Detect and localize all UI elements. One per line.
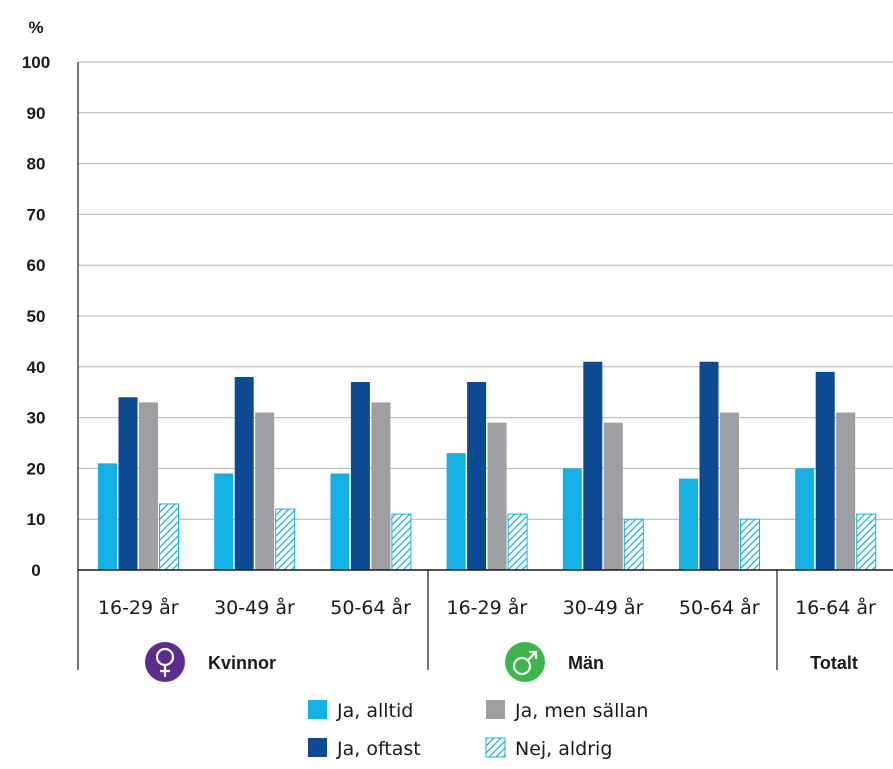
category-label: 16-29 år bbox=[98, 596, 179, 619]
category-label: 16-64 år bbox=[795, 596, 876, 619]
bar bbox=[740, 518, 760, 571]
bar bbox=[98, 463, 117, 570]
legend: Ja, alltid Ja, oftast Ja, men sällan Nej, a… bbox=[308, 700, 648, 760]
bar bbox=[467, 382, 487, 570]
y-tick-label: 40 bbox=[27, 358, 46, 377]
bar bbox=[330, 473, 350, 570]
group-label: Män bbox=[568, 653, 604, 673]
bar bbox=[159, 503, 179, 571]
group-label: Kvinnor bbox=[208, 653, 276, 673]
y-tick-label: 0 bbox=[31, 561, 40, 580]
category-label: 30-49 år bbox=[563, 596, 644, 619]
y-tick-label: 10 bbox=[27, 510, 46, 529]
category-label: 50-64 år bbox=[679, 596, 760, 619]
bar bbox=[234, 376, 254, 570]
bar bbox=[507, 513, 528, 571]
y-tick-label: 90 bbox=[27, 104, 46, 123]
bar bbox=[836, 412, 856, 570]
icon-background bbox=[145, 642, 185, 682]
bar bbox=[815, 371, 835, 570]
female-symbol-icon bbox=[145, 642, 185, 682]
y-axis-unit: % bbox=[28, 18, 43, 37]
bar bbox=[795, 468, 815, 570]
bar bbox=[679, 478, 698, 570]
y-tick-label: 80 bbox=[27, 155, 46, 174]
legend-label: Nej, aldrig bbox=[515, 738, 612, 760]
bar bbox=[623, 518, 644, 571]
legend-swatch bbox=[308, 700, 327, 719]
bar bbox=[562, 468, 582, 570]
bar bbox=[603, 422, 623, 570]
bar bbox=[446, 453, 466, 570]
group-label: Totalt bbox=[810, 653, 858, 673]
y-tick-label: 60 bbox=[27, 256, 46, 275]
bar bbox=[118, 397, 138, 570]
category-labels: 16-29 år 30-49 år 50-64 år 16-29 år 30-49 år… bbox=[98, 596, 876, 619]
category-label: 50-64 år bbox=[330, 596, 411, 619]
legend-swatch bbox=[308, 738, 327, 757]
y-tick-label: 100 bbox=[22, 53, 50, 72]
legend-swatch bbox=[486, 700, 505, 719]
bar bbox=[139, 402, 158, 570]
legend-swatch bbox=[485, 737, 506, 758]
icon-background bbox=[505, 642, 545, 682]
bar bbox=[720, 412, 739, 570]
category-label: 30-49 år bbox=[214, 596, 295, 619]
bar bbox=[275, 508, 296, 571]
bar bbox=[371, 402, 391, 570]
legend-label: Ja, alltid bbox=[336, 700, 413, 722]
bar bbox=[391, 513, 412, 571]
axes bbox=[77, 62, 893, 670]
legend-label: Ja, oftast bbox=[336, 738, 421, 760]
category-label: 16-29 år bbox=[446, 596, 527, 619]
y-tick-label: 70 bbox=[27, 205, 46, 224]
male-symbol-ring bbox=[512, 656, 532, 676]
male-symbol-icon bbox=[505, 642, 545, 682]
male-symbol-arrow bbox=[527, 650, 538, 661]
legend-item: Ja, oftast bbox=[308, 738, 421, 760]
bar bbox=[214, 473, 234, 570]
bar bbox=[699, 361, 719, 570]
bar bbox=[255, 412, 275, 570]
legend-item: Ja, alltid bbox=[308, 700, 413, 722]
group-labels: Kvinnor Män Totalt bbox=[145, 642, 858, 682]
bar bbox=[350, 382, 370, 570]
legend-item: Ja, men sällan bbox=[486, 700, 648, 722]
legend-label: Ja, men sällan bbox=[514, 700, 648, 722]
bars bbox=[98, 361, 877, 571]
gridlines bbox=[78, 61, 893, 520]
y-tick-label: 50 bbox=[27, 307, 46, 326]
bar bbox=[487, 422, 507, 570]
bar bbox=[856, 513, 877, 571]
legend-item: Nej, aldrig bbox=[485, 737, 612, 760]
bar bbox=[583, 361, 603, 570]
y-tick-label: 20 bbox=[27, 459, 46, 478]
y-axis-ticks: 0 10 20 30 40 50 60 70 80 90 100 bbox=[22, 53, 50, 580]
female-symbol-cross bbox=[160, 665, 170, 677]
y-tick-label: 30 bbox=[27, 409, 46, 428]
